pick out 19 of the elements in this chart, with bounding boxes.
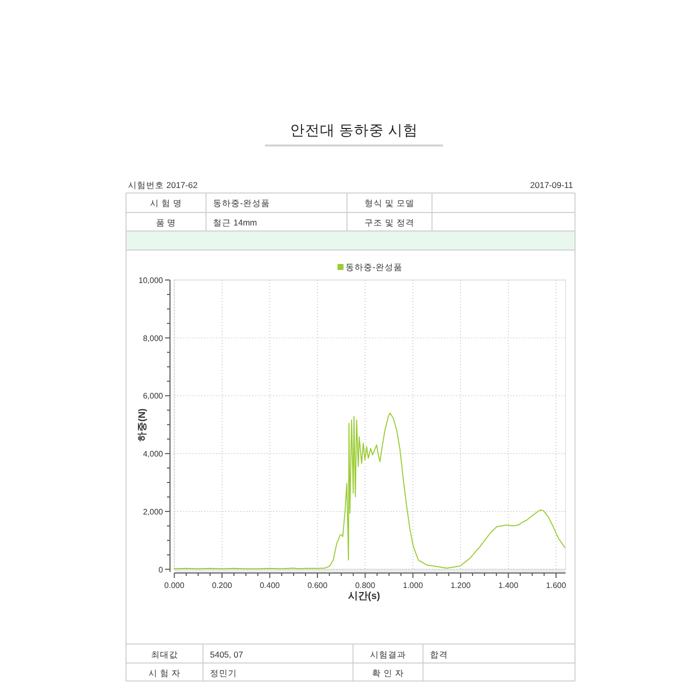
annotation: 시 험 자	[148, 668, 180, 678]
legend: 동하중-완성품	[338, 262, 402, 272]
annotation: 합격	[430, 650, 448, 660]
annotation: 시험번호 2017-62	[128, 180, 198, 190]
ylabel: 하중(N)	[137, 408, 148, 442]
annotation: 품 명	[156, 218, 176, 228]
annotation: 정민기	[210, 668, 237, 678]
annotation: 형식 및 모델	[364, 198, 414, 208]
annotation: 5405, 07	[210, 650, 244, 660]
annotation: 철근 14mm	[213, 218, 257, 228]
title: 안전대 동하중 시험	[290, 123, 418, 139]
xlabel: 시간(s)	[348, 591, 380, 602]
annotation: 시험결과	[370, 650, 406, 660]
annotation: 최대값	[151, 650, 178, 660]
annotation: 2017-09-11	[530, 180, 573, 190]
annotation: 동하중-완성품	[213, 198, 270, 208]
annotation: 구조 및 정격	[364, 218, 414, 228]
annotation: 시 험 명	[150, 198, 182, 208]
annotation: 확 인 자	[372, 668, 404, 678]
